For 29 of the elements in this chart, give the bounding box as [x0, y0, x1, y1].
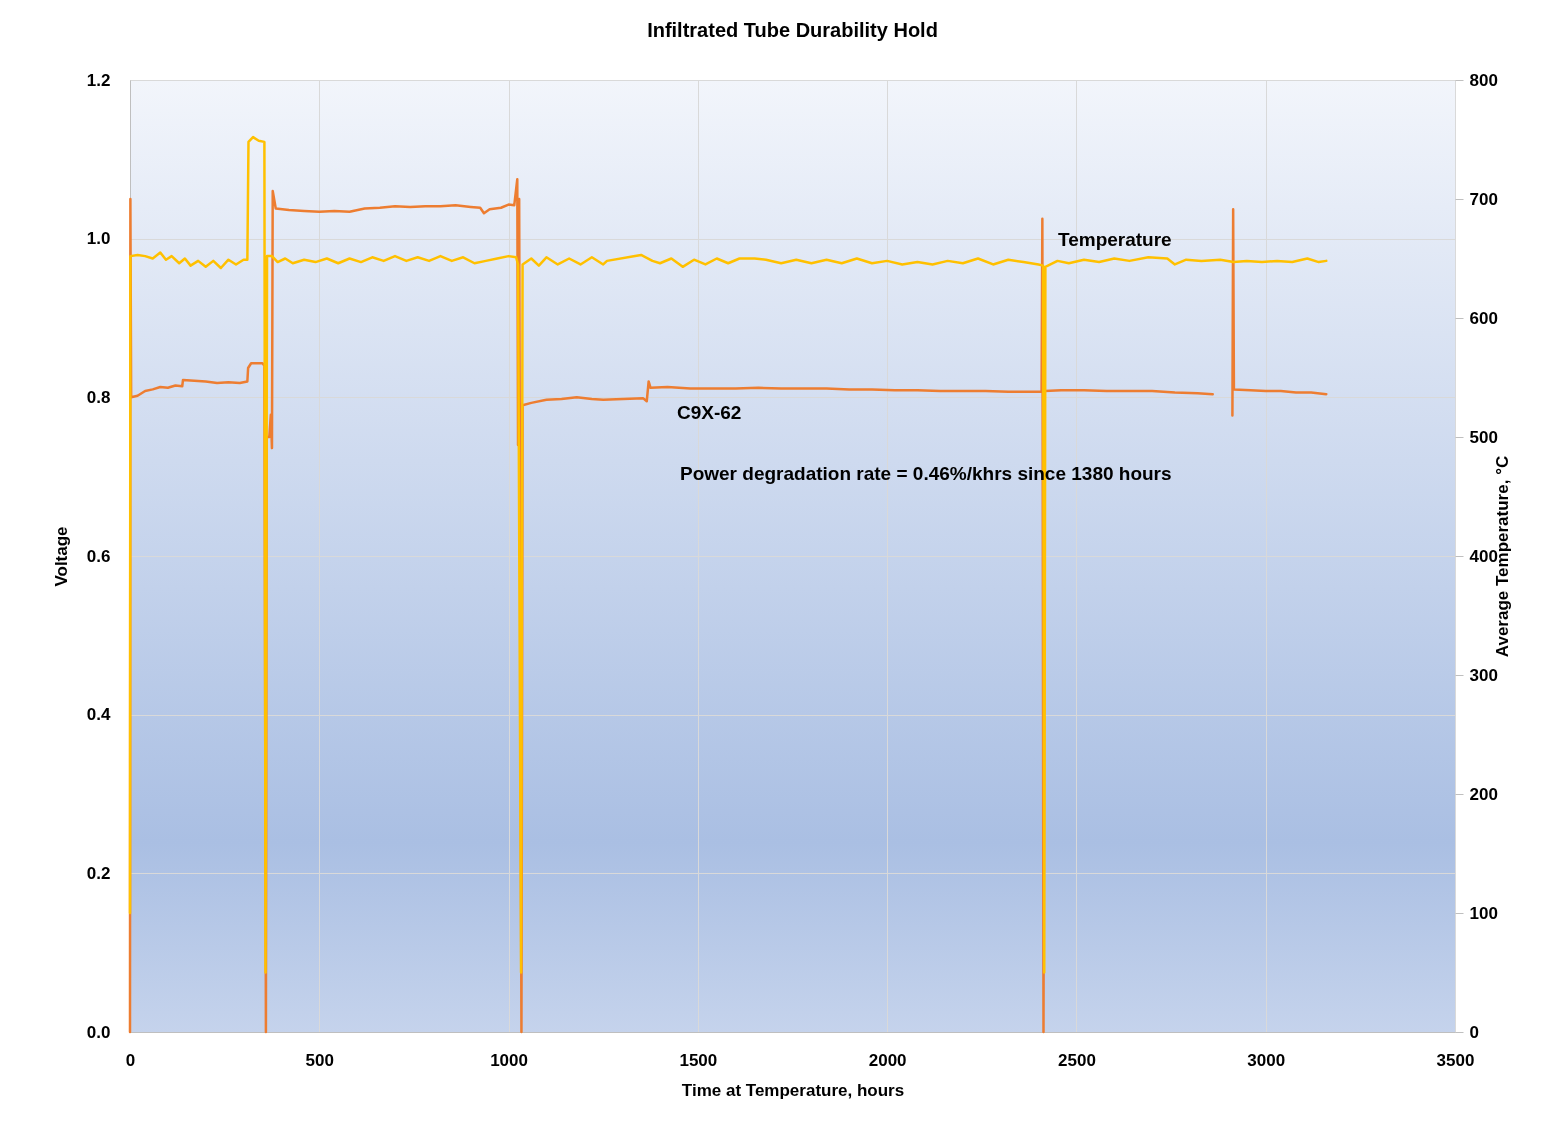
y2-tick-label: 300: [1469, 665, 1498, 685]
series-label: Temperature: [1058, 229, 1172, 250]
x-tick-label: 500: [305, 1050, 334, 1070]
y2-tick-label: 200: [1469, 784, 1498, 804]
y2-tick-label: 100: [1469, 903, 1498, 923]
y2-tick-label: 400: [1469, 546, 1498, 566]
y2-tick-label: 800: [1469, 70, 1498, 90]
series-label: C9X-62: [677, 402, 742, 423]
x-tick-label: 1000: [490, 1050, 528, 1070]
chart-title: Infiltrated Tube Durability Hold: [647, 19, 938, 41]
y-tick-label: 0.8: [86, 387, 111, 407]
y-tick-label: 1.2: [86, 70, 111, 90]
x-tick-label: 1500: [679, 1050, 718, 1070]
x-axis-title: Time at Temperature, hours: [681, 1080, 905, 1100]
x-tick-label: 2000: [868, 1050, 907, 1070]
y2-tick-label: 700: [1469, 189, 1498, 209]
y2-tick-label: 500: [1469, 427, 1498, 447]
x-tick-label: 3500: [1436, 1050, 1475, 1070]
y2-tick-label: 0: [1469, 1022, 1479, 1042]
x-tick-label: 3000: [1247, 1050, 1286, 1070]
x-tick-label: 0: [125, 1050, 136, 1070]
y-axis-title: Voltage: [51, 526, 71, 587]
y-tick-label: 0.2: [86, 863, 111, 883]
y-tick-label: 0.0: [86, 1022, 111, 1042]
y-tick-label: 0.6: [86, 546, 111, 566]
y-tick-label: 0.4: [86, 705, 112, 725]
y-tick-label: 1.0: [86, 229, 111, 249]
y2-tick-label: 600: [1469, 308, 1498, 328]
x-tick-label: 2500: [1058, 1050, 1096, 1070]
